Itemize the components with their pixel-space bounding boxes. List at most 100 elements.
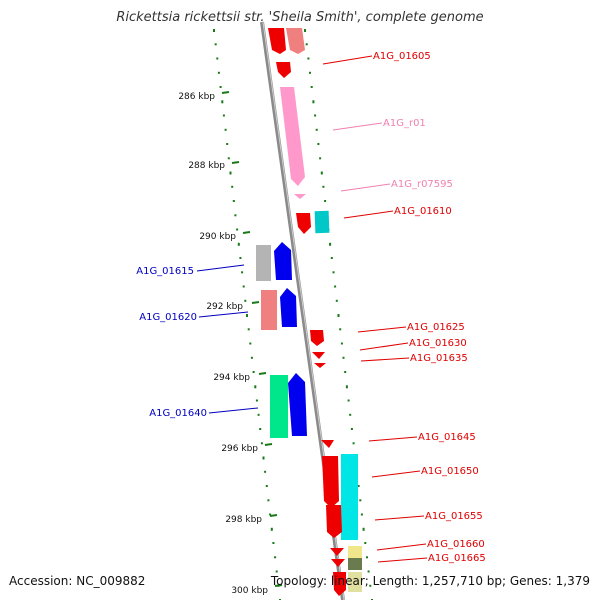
kbp-tick-298: 298 kbp [225, 514, 278, 525]
track-dot [254, 385, 257, 389]
gene-label-a1g-01660[interactable]: A1G_01660 [427, 539, 485, 550]
track-dot [359, 499, 362, 502]
track-dot [340, 342, 343, 345]
label-leader-lines [196, 55, 428, 563]
gene-feature-a1g-01625[interactable] [310, 330, 324, 346]
kbp-label: 294 kbp [213, 373, 250, 383]
track-dot [244, 299, 247, 302]
track-dot [252, 371, 255, 373]
gene-feature-a1g-01615[interactable] [274, 242, 292, 280]
track-dot [216, 57, 219, 60]
gene-feature-a1g-01620[interactable] [280, 288, 297, 327]
gene-label-a1g-01665[interactable]: A1G_01665 [428, 553, 486, 564]
track-dot [310, 86, 313, 88]
track-dot [334, 285, 337, 288]
gene-feature-a1g-01660-yellow[interactable] [348, 546, 362, 558]
gene-label-a1g-r07595[interactable]: A1G_r07595 [391, 179, 453, 190]
track-dot [232, 200, 235, 202]
gene-feature-a1g-01665[interactable] [331, 559, 345, 567]
gene-feature-a1g-01610[interactable] [296, 213, 311, 234]
track-dot [270, 527, 273, 531]
track-dot [265, 485, 268, 487]
kbp-scale: 286 kbp 288 kbp 290 kbp 292 kbp 294 kbp … [178, 91, 283, 596]
gene-feature-a1g-01655[interactable] [326, 505, 342, 538]
track-dot [241, 271, 244, 274]
gene-feature-a1g-01650-cyan[interactable] [341, 454, 358, 540]
gene-feature-a1g-01615-grey[interactable] [256, 245, 271, 281]
kbp-label: 290 kbp [199, 232, 236, 242]
kbp-label: 296 kbp [221, 444, 258, 454]
gene-feature-a1g-01635[interactable] [314, 363, 326, 368]
track-dot [360, 513, 363, 516]
track-dot [350, 428, 353, 430]
track-dot [262, 456, 265, 460]
gene-label-a1g-01645[interactable]: A1G_01645 [418, 432, 476, 443]
gene-feature-a1g-r01[interactable] [280, 87, 305, 186]
kbp-label: 288 kbp [188, 161, 225, 171]
track-dot [264, 470, 267, 473]
track-dot [221, 100, 224, 104]
gene-feature-a1g-01600[interactable] [268, 28, 286, 54]
gene-label-a1g-01655[interactable]: A1G_01655 [425, 511, 483, 522]
gene-label-a1g-01620[interactable]: A1G_01620 [139, 312, 197, 323]
gene-feature-a1g-01610-cyan[interactable] [314, 210, 330, 234]
track-dot [272, 542, 275, 544]
gene-label-a1g-r01[interactable]: A1G_r01 [383, 118, 426, 129]
gene-feature-a1g-01650[interactable] [322, 456, 339, 508]
gene-feature-a1g-01670[interactable] [348, 572, 362, 592]
gene-feature-a1g-01630[interactable] [312, 352, 325, 359]
track-dot [366, 556, 368, 559]
track-dot [342, 356, 345, 359]
kbp-label: 286 kbp [178, 92, 215, 102]
track-dot [317, 143, 320, 145]
gene-feature-a1g-01660[interactable] [330, 548, 344, 556]
track-dot [237, 242, 240, 246]
gene-label-a1g-01625[interactable]: A1G_01625 [407, 322, 465, 333]
track-dot [369, 584, 372, 587]
track-dot [322, 185, 325, 188]
track-dot [259, 428, 262, 430]
kbp-tick-294: 294 kbp [213, 372, 267, 383]
gene-label-a1g-01610[interactable]: A1G_01610 [394, 206, 452, 217]
gene-feature-a1g-01605-pair[interactable] [286, 28, 305, 54]
kbp-tick-296: 296 kbp [221, 443, 273, 454]
gene-feature-a1g-01640-green[interactable] [270, 375, 288, 438]
track-dot [222, 114, 225, 117]
track-dot [345, 385, 348, 389]
gene-feature-a1g-01675[interactable] [333, 572, 346, 596]
gene-label-a1g-01635[interactable]: A1G_01635 [410, 353, 468, 364]
gene-feature-a1g-01645[interactable] [321, 440, 334, 448]
gene-label-a1g-01630[interactable]: A1G_01630 [409, 338, 467, 349]
track-dot [229, 171, 232, 175]
track-dot [246, 314, 248, 317]
track-dot [234, 214, 237, 217]
track-dot [362, 527, 365, 531]
track-dot [319, 157, 322, 160]
track-dot [250, 356, 253, 359]
track-dot [227, 157, 230, 160]
gene-feature-a1g-01665-olive[interactable] [348, 558, 362, 570]
gene-label-a1g-01605[interactable]: A1G_01605 [373, 51, 431, 62]
kbp-label: 292 kbp [206, 302, 243, 312]
track-dot [269, 513, 272, 516]
track-dot [329, 242, 332, 246]
gene-feature-a1g-01605[interactable] [276, 62, 291, 78]
track-dot [320, 171, 323, 175]
track-dot [255, 399, 258, 402]
gene-feature-a1g-01620-pink[interactable] [261, 290, 277, 330]
gene-feature-a1g-01640[interactable] [288, 373, 307, 436]
gene-label-a1g-01640[interactable]: A1G_01640 [149, 408, 207, 419]
track-dot [247, 328, 250, 331]
track-dot [260, 442, 263, 445]
track-dot [337, 314, 340, 317]
gene-label-a1g-01615[interactable]: A1G_01615 [136, 266, 194, 277]
track-dot [344, 371, 347, 373]
gene-label-a1g-01650[interactable]: A1G_01650 [421, 466, 479, 477]
track-dot [304, 29, 306, 32]
track-dot [312, 100, 315, 104]
track-dot [347, 399, 350, 402]
track-dot [314, 114, 317, 117]
track-dot [236, 228, 239, 231]
gene-feature-a1g-r07595[interactable] [294, 194, 306, 199]
